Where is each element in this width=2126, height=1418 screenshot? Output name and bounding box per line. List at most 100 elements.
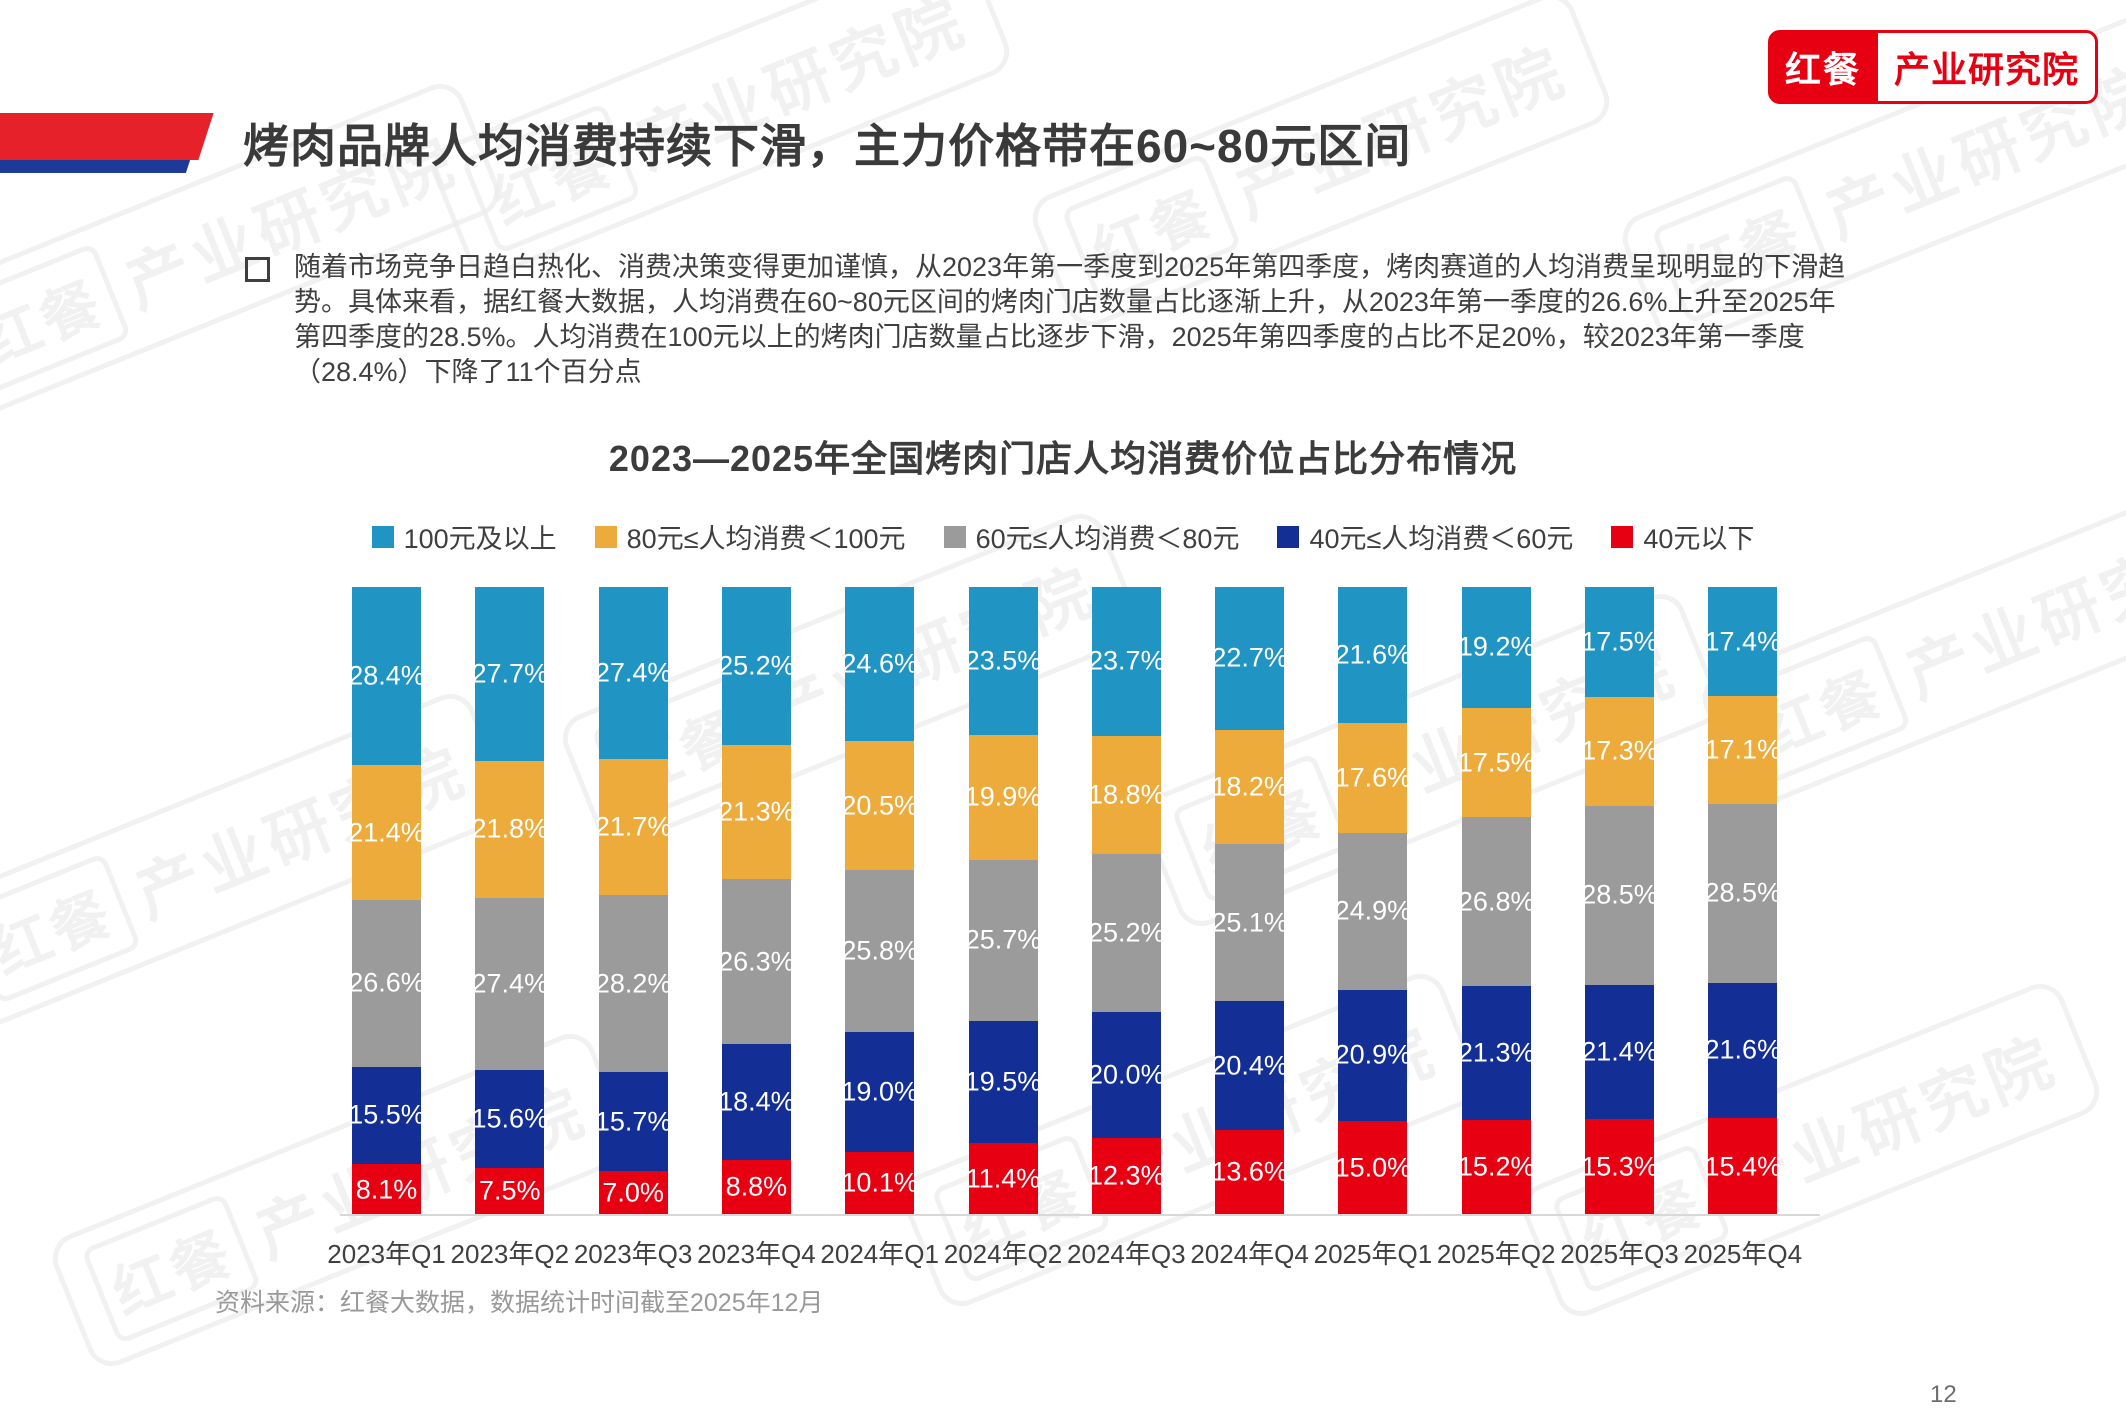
segment-value-label: 28.4%	[348, 660, 425, 691]
segment-value-label: 21.6%	[1704, 1034, 1782, 1065]
bar-segment: 28.4%	[348, 587, 425, 766]
legend-item: 40元≤人均消费＜60元	[1277, 517, 1573, 556]
segment-value-label: 26.3%	[718, 946, 795, 977]
segment-value-label: 27.4%	[594, 657, 672, 688]
x-axis-label: 2024年Q3	[1067, 1239, 1186, 1269]
segment-value-label: 19.9%	[964, 781, 1042, 812]
brand-logo-mark: 红餐	[1767, 30, 1878, 104]
source-note: 资料来源：红餐大数据，数据统计时间截至2025年12月	[215, 1289, 824, 1317]
bar-segment: 17.3%	[1581, 696, 1658, 806]
bar-segment: 18.8%	[1088, 735, 1165, 854]
segment-value-label: 17.5%	[1457, 747, 1535, 777]
bar-segment: 17.5%	[1458, 707, 1534, 818]
bar-segment: 20.4%	[1211, 1001, 1288, 1130]
legend-label: 40元≤人均消费＜60元	[1309, 524, 1574, 554]
bar-segment: 17.1%	[1705, 696, 1781, 804]
title-accent-blue-bar	[0, 160, 191, 173]
x-axis-label: 2025年Q4	[1683, 1239, 1803, 1269]
bar-segment: 21.6%	[1335, 587, 1411, 723]
bar-column: 23.5% 19.9% 25.7% 19.5% 11.4%	[965, 587, 1041, 1215]
x-axis-label: 2023年Q4	[697, 1239, 816, 1269]
segment-value-label: 15.6%	[471, 1103, 549, 1134]
segment-value-label: 17.1%	[1704, 734, 1782, 765]
brand-logo: 红餐 产业研究院	[1767, 30, 2098, 104]
bar-segment: 27.7%	[472, 587, 548, 761]
bar-segment: 25.8%	[841, 870, 918, 1033]
x-axis-label: 2024年Q2	[943, 1239, 1063, 1269]
legend-swatch-icon	[371, 525, 394, 548]
segment-value-label: 25.2%	[718, 650, 795, 681]
legend-swatch-icon	[943, 525, 966, 548]
segment-value-label: 20.0%	[1088, 1059, 1165, 1090]
bar-segment: 7.0%	[598, 1171, 668, 1215]
bar-segment: 19.5%	[965, 1020, 1041, 1144]
segment-value-label: 18.2%	[1211, 771, 1288, 802]
stacked-bar-chart: 28.4% 21.4% 26.6% 15.5% 8.1% 27.7% 21.8% 27.4% 1…	[348, 587, 1781, 1215]
bar-column: 27.7% 21.8% 27.4% 15.6% 7.5%	[472, 587, 548, 1215]
legend-item: 100元及以上	[371, 517, 557, 556]
segment-value-label: 17.3%	[1581, 735, 1658, 766]
bar-column: 27.4% 21.7% 28.2% 15.7% 7.0%	[595, 587, 671, 1215]
bar-segment: 8.1%	[352, 1164, 421, 1215]
x-axis-label: 2023年Q3	[573, 1239, 693, 1269]
segment-value-label: 21.7%	[594, 811, 672, 842]
segment-value-label: 21.3%	[718, 796, 795, 827]
legend-label: 40元以下	[1643, 524, 1755, 554]
bar-segment: 12.3%	[1088, 1137, 1165, 1215]
bar-segment: 17.6%	[1335, 722, 1411, 834]
segment-value-label: 17.5%	[1581, 626, 1658, 657]
bar-column: 21.6% 17.6% 24.9% 20.9% 15.0%	[1335, 587, 1411, 1215]
bar-segment: 27.4%	[472, 897, 548, 1070]
bar-segment: 21.8%	[472, 760, 548, 898]
bar-segment: 15.5%	[348, 1066, 425, 1165]
bar-column: 19.2% 17.5% 26.8% 21.3% 15.2%	[1458, 587, 1534, 1215]
bar-column: 17.5% 17.3% 28.5% 21.4% 15.3%	[1581, 587, 1658, 1215]
segment-value-label: 15.7%	[594, 1106, 672, 1137]
segment-value-label: 8.1%	[355, 1174, 418, 1205]
summary-block: 随着市场竞争日趋白热化、消费决策变得更加谨慎，从2023年第一季度到2025年第…	[245, 250, 1845, 390]
title-accent-red-bar	[0, 113, 214, 160]
bar-segment: 21.4%	[348, 765, 425, 900]
legend-swatch-icon	[594, 525, 617, 548]
bar-segment: 18.4%	[718, 1044, 795, 1160]
segment-value-label: 13.6%	[1211, 1156, 1288, 1187]
x-axis-label: 2025年Q1	[1313, 1239, 1433, 1269]
segment-value-label: 28.5%	[1581, 879, 1658, 910]
page-number: 12	[1930, 1381, 1957, 1408]
bar-segment: 25.2%	[1088, 853, 1165, 1013]
segment-value-label: 28.2%	[594, 968, 672, 999]
segment-value-label: 23.7%	[1088, 645, 1165, 676]
segment-value-label: 20.9%	[1334, 1039, 1412, 1070]
x-axis-label: 2024年Q4	[1190, 1239, 1309, 1269]
bar-segment: 25.1%	[1211, 843, 1288, 1002]
segment-value-label: 20.5%	[841, 790, 918, 821]
segment-value-label: 17.6%	[1334, 762, 1412, 793]
segment-value-label: 23.5%	[964, 645, 1042, 676]
bar-segment: 20.5%	[841, 741, 918, 871]
segment-value-label: 15.4%	[1704, 1151, 1782, 1182]
segment-value-label: 18.8%	[1088, 779, 1165, 810]
bar-column: 28.4% 21.4% 26.6% 15.5% 8.1%	[348, 587, 425, 1215]
summary-line: 第四季度的28.5%。人均消费在100元以上的烤肉门店数量占比逐步下滑，2025…	[294, 322, 1805, 352]
bar-segment: 20.0%	[1088, 1012, 1165, 1138]
bar-segment: 25.2%	[718, 587, 795, 746]
bar-column: 25.2% 21.3% 26.3% 18.4% 8.8%	[718, 587, 795, 1215]
watermark-brand-text: 红餐	[0, 242, 132, 395]
segment-value-label: 11.4%	[965, 1163, 1041, 1194]
summary-line: 随着市场竞争日趋白热化、消费决策变得更加谨慎，从2023年第一季度到2025年第…	[294, 252, 1846, 282]
bar-segment: 20.9%	[1335, 989, 1411, 1121]
bar-segment: 19.0%	[841, 1032, 918, 1152]
segment-value-label: 15.3%	[1581, 1151, 1658, 1182]
bar-segment: 15.2%	[1458, 1119, 1534, 1215]
x-axis-label: 2023年Q1	[327, 1239, 446, 1269]
bar-segment: 15.3%	[1581, 1118, 1658, 1215]
bar-segment: 24.9%	[1335, 833, 1411, 990]
summary-line: 势。具体来看，据红餐大数据，人均消费在60~80元区间的烤肉门店数量占比逐渐上升…	[294, 287, 1836, 317]
bar-segment: 21.3%	[1458, 985, 1534, 1120]
segment-value-label: 7.0%	[602, 1177, 664, 1208]
segment-value-label: 21.8%	[471, 813, 549, 844]
segment-value-label: 21.4%	[348, 817, 425, 848]
bar-column: 23.7% 18.8% 25.2% 20.0% 12.3%	[1088, 587, 1165, 1215]
bar-segment: 11.4%	[965, 1143, 1041, 1215]
bar-segment: 17.4%	[1705, 587, 1781, 697]
